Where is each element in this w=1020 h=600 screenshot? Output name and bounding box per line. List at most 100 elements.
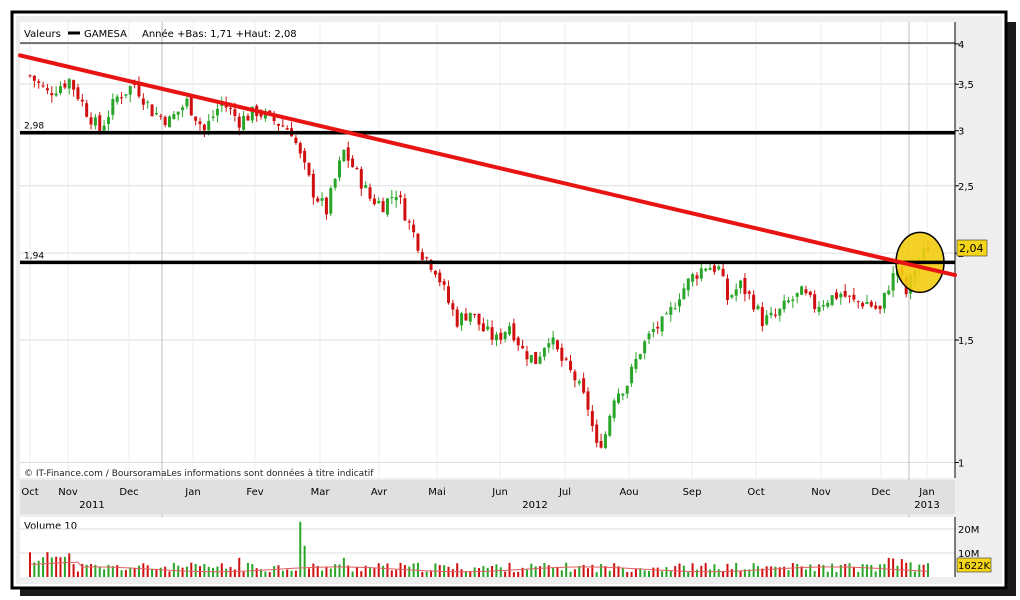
volume-bar xyxy=(800,566,803,577)
candle-body xyxy=(172,114,176,119)
candle-body xyxy=(542,347,546,357)
candle-body xyxy=(634,358,638,369)
candle-body xyxy=(534,351,538,365)
candle-body xyxy=(154,113,158,115)
volume-bar xyxy=(634,568,637,577)
candle-body xyxy=(612,400,616,418)
candle-body xyxy=(878,305,882,310)
y-tick-label: 1 xyxy=(958,459,964,470)
volume-bar xyxy=(59,557,62,577)
candle-body xyxy=(215,108,219,116)
volume-bar xyxy=(778,567,781,577)
volume-tick-label: 20M xyxy=(958,525,979,536)
y-tick-label: 3,5 xyxy=(958,80,974,91)
year-label: 2012 xyxy=(522,500,547,511)
candle-body xyxy=(259,113,263,117)
x-tick-label: Oct xyxy=(21,487,38,498)
candle-body xyxy=(778,308,782,316)
volume-bar xyxy=(386,563,389,577)
candle-body xyxy=(45,88,49,91)
volume-bar xyxy=(709,569,712,577)
candle-body xyxy=(412,224,416,233)
volume-bar xyxy=(273,566,276,577)
candle-body xyxy=(678,299,682,307)
price-y-axis: 43,532,521,51 xyxy=(954,22,974,478)
volume-bar xyxy=(76,571,79,577)
candle-body xyxy=(464,313,468,321)
volume-bar xyxy=(539,566,542,577)
volume-bar xyxy=(307,568,310,577)
volume-bar xyxy=(68,553,71,577)
volume-bar xyxy=(643,570,646,577)
volume-bar xyxy=(312,563,315,577)
volume-bar xyxy=(804,569,807,577)
volume-bar xyxy=(848,563,851,577)
candle-body xyxy=(599,441,603,448)
price-x-gridlines xyxy=(29,22,928,577)
volume-bar xyxy=(124,570,127,577)
candle-body xyxy=(499,332,503,340)
volume-bar xyxy=(430,570,433,577)
candle-body xyxy=(656,326,660,329)
volume-bar xyxy=(809,564,812,577)
candle-body xyxy=(852,294,856,300)
x-tick-label: Nov xyxy=(58,487,78,498)
candle-body xyxy=(760,307,764,327)
volume-bar xyxy=(107,564,110,577)
volume-bar xyxy=(351,571,354,577)
volume-plot-area xyxy=(20,517,955,577)
volume-bar xyxy=(818,564,821,577)
volume-title: Volume 10 xyxy=(24,521,77,532)
volume-bar xyxy=(395,569,398,577)
candle-body xyxy=(433,270,437,275)
volume-bar xyxy=(159,567,162,577)
candle-body xyxy=(826,302,830,307)
candle-body xyxy=(333,178,337,188)
candle-body xyxy=(477,313,481,325)
volume-bar xyxy=(652,567,655,577)
volume-bar xyxy=(281,570,284,577)
candle-body xyxy=(76,87,80,100)
volume-bar xyxy=(434,563,437,577)
candle-body xyxy=(651,329,655,332)
candle-body xyxy=(695,275,699,279)
x-tick-label: Avr xyxy=(371,487,388,498)
candle-body xyxy=(202,124,206,131)
legend-label: Valeurs xyxy=(24,29,61,40)
volume-bar xyxy=(573,569,576,577)
candle-body xyxy=(137,83,141,97)
candle-body xyxy=(72,80,76,90)
candle-body xyxy=(782,300,786,310)
x-tick-label: Jan xyxy=(184,487,200,498)
volume-bar xyxy=(582,564,585,577)
source-text: © IT-Finance.com / BoursoramaLes informa… xyxy=(24,468,374,479)
candle-body xyxy=(159,115,163,117)
x-tick-label: Mar xyxy=(311,487,331,498)
volume-bar xyxy=(879,564,882,577)
volume-bar xyxy=(874,571,877,577)
candle-body xyxy=(682,288,686,300)
candle-body xyxy=(85,103,89,117)
volume-bar xyxy=(425,571,428,577)
candle-body xyxy=(28,75,32,77)
candle-body xyxy=(800,286,804,295)
candle-body xyxy=(481,323,485,332)
candle-body xyxy=(438,272,442,283)
candle-body xyxy=(865,302,869,305)
candle-body xyxy=(625,385,629,394)
candle-body xyxy=(686,278,690,291)
candle-body xyxy=(372,198,376,205)
volume-bar xyxy=(29,552,31,577)
volume-bar xyxy=(892,558,895,577)
candle-body xyxy=(721,268,725,277)
volume-bar xyxy=(839,564,842,577)
volume-bar xyxy=(329,568,332,577)
candle-body xyxy=(181,107,185,111)
volume-bar xyxy=(137,565,140,577)
candle-body xyxy=(717,266,721,270)
volume-bar xyxy=(743,569,746,577)
candle-body xyxy=(41,85,45,87)
volume-bar xyxy=(42,557,45,577)
volume-bar xyxy=(478,568,480,577)
volume-bar xyxy=(177,565,180,577)
